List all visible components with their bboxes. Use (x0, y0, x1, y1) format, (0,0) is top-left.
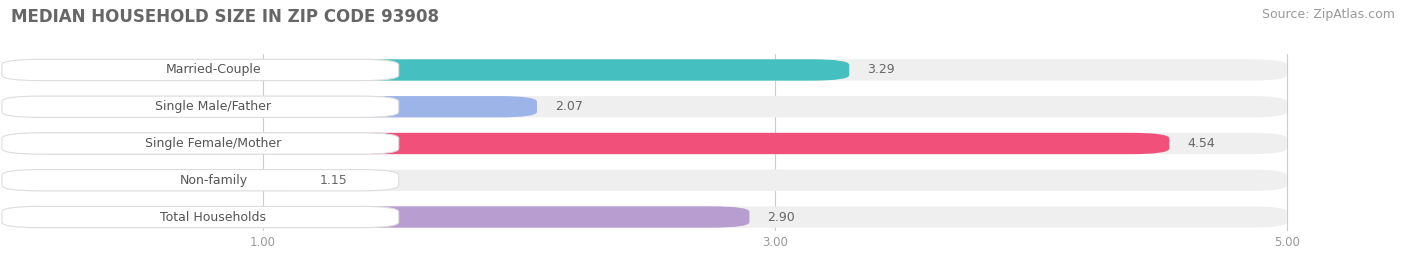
FancyBboxPatch shape (7, 133, 1170, 154)
Text: 4.54: 4.54 (1187, 137, 1215, 150)
FancyBboxPatch shape (1, 206, 399, 228)
FancyBboxPatch shape (1, 133, 399, 154)
FancyBboxPatch shape (7, 206, 1286, 228)
Text: MEDIAN HOUSEHOLD SIZE IN ZIP CODE 93908: MEDIAN HOUSEHOLD SIZE IN ZIP CODE 93908 (11, 8, 439, 26)
FancyBboxPatch shape (1, 169, 399, 191)
Text: Non-family: Non-family (180, 174, 247, 187)
Text: 2.07: 2.07 (555, 100, 582, 113)
Text: Single Female/Mother: Single Female/Mother (145, 137, 281, 150)
Text: 2.90: 2.90 (768, 211, 796, 224)
Text: Married-Couple: Married-Couple (166, 63, 262, 76)
FancyBboxPatch shape (7, 169, 1286, 191)
FancyBboxPatch shape (7, 59, 849, 81)
FancyBboxPatch shape (1, 96, 399, 117)
Text: Total Households: Total Households (160, 211, 266, 224)
FancyBboxPatch shape (7, 59, 1286, 81)
Text: Single Male/Father: Single Male/Father (156, 100, 271, 113)
Text: Source: ZipAtlas.com: Source: ZipAtlas.com (1261, 8, 1395, 21)
FancyBboxPatch shape (7, 169, 301, 191)
Text: 1.15: 1.15 (319, 174, 347, 187)
FancyBboxPatch shape (7, 96, 1286, 117)
FancyBboxPatch shape (7, 96, 537, 117)
Text: 3.29: 3.29 (868, 63, 894, 76)
FancyBboxPatch shape (7, 206, 749, 228)
FancyBboxPatch shape (1, 59, 399, 81)
FancyBboxPatch shape (7, 133, 1286, 154)
